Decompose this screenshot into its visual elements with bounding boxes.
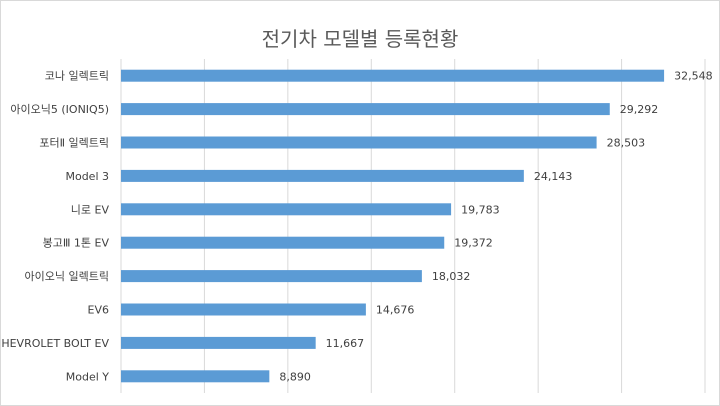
data-label: 28,503	[607, 137, 646, 150]
bar	[121, 336, 316, 349]
category-label: 코나 일렉트릭	[45, 69, 109, 83]
category-label: 니로 EV	[71, 203, 110, 216]
data-label: 19,783	[461, 203, 500, 216]
bar	[121, 270, 422, 283]
bar	[121, 303, 366, 316]
category-label: 아이오닉 일렉트릭	[25, 269, 109, 283]
category-label: 아이오닉5 (IONIQ5)	[10, 103, 109, 116]
data-label: 32,548	[674, 70, 713, 83]
bar	[121, 136, 597, 149]
data-label: 8,890	[279, 370, 311, 383]
bar	[121, 203, 452, 216]
data-label: 24,143	[534, 170, 573, 183]
category-label: 포터Ⅱ 일렉트릭	[39, 136, 109, 150]
data-label: 11,667	[326, 337, 365, 350]
data-label: 19,372	[454, 237, 493, 250]
bar	[121, 69, 665, 82]
data-label: 18,032	[432, 270, 471, 283]
category-label: CHEVROLET BOLT EV	[1, 337, 109, 350]
chart-title: 전기차 모델별 등록현황	[261, 27, 459, 51]
category-label: Model 3	[65, 170, 109, 183]
bar	[121, 236, 445, 249]
data-label: 29,292	[620, 103, 659, 116]
bar	[121, 370, 270, 383]
category-label: EV6	[88, 304, 109, 317]
bar	[121, 103, 610, 116]
bar	[121, 169, 524, 182]
category-label: Model Y	[66, 370, 110, 383]
data-label: 14,676	[376, 304, 415, 317]
category-label: 봉고Ⅲ 1톤 EV	[43, 237, 110, 250]
